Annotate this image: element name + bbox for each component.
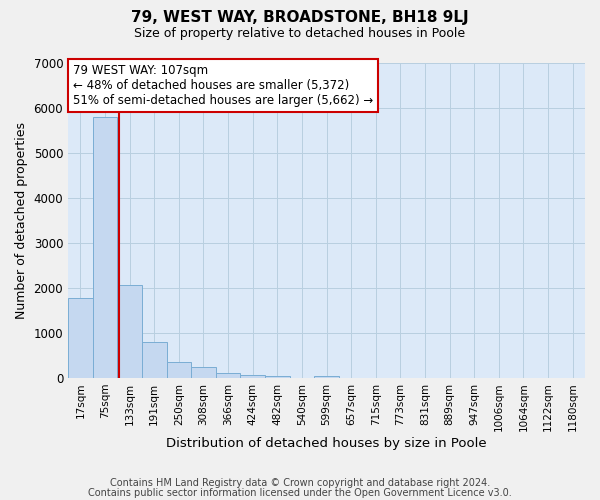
- Bar: [167, 362, 191, 378]
- Text: Size of property relative to detached houses in Poole: Size of property relative to detached ho…: [134, 28, 466, 40]
- Bar: [216, 373, 241, 378]
- Bar: [92, 118, 117, 378]
- X-axis label: Distribution of detached houses by size in Poole: Distribution of detached houses by size …: [166, 437, 487, 450]
- Text: Contains public sector information licensed under the Open Government Licence v3: Contains public sector information licen…: [88, 488, 512, 498]
- Bar: [117, 285, 142, 378]
- Text: 79, WEST WAY, BROADSTONE, BH18 9LJ: 79, WEST WAY, BROADSTONE, BH18 9LJ: [131, 10, 469, 25]
- Bar: [241, 374, 265, 378]
- Bar: [191, 368, 216, 378]
- Bar: [142, 342, 167, 378]
- Text: Contains HM Land Registry data © Crown copyright and database right 2024.: Contains HM Land Registry data © Crown c…: [110, 478, 490, 488]
- Bar: [265, 376, 290, 378]
- Y-axis label: Number of detached properties: Number of detached properties: [15, 122, 28, 318]
- Text: 79 WEST WAY: 107sqm
← 48% of detached houses are smaller (5,372)
51% of semi-det: 79 WEST WAY: 107sqm ← 48% of detached ho…: [73, 64, 373, 107]
- Bar: [314, 376, 339, 378]
- Bar: [68, 298, 92, 378]
